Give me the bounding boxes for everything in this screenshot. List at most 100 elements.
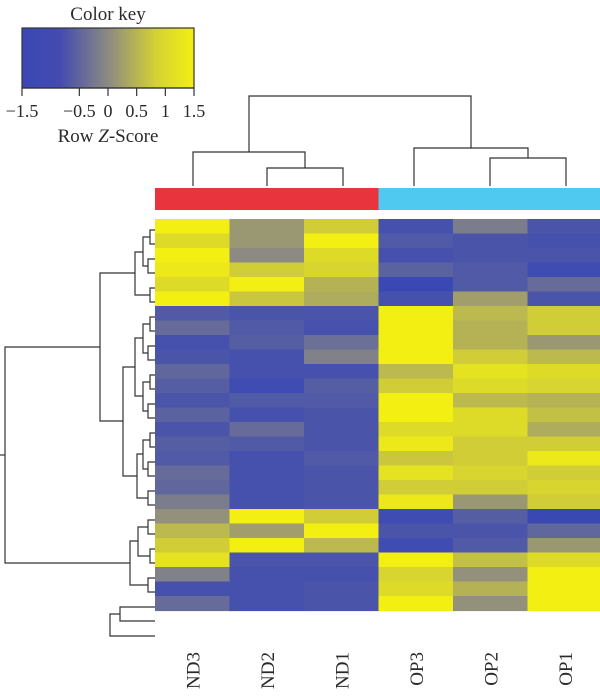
heatmap-cell <box>527 262 600 278</box>
heatmap-cell <box>527 277 600 293</box>
heatmap-cell <box>229 335 305 351</box>
heatmap-cell <box>453 596 529 612</box>
heatmap-cell <box>527 349 600 365</box>
color-key-tick-label: 0 <box>104 101 113 121</box>
heatmap-cell <box>378 523 454 539</box>
heatmap-cell <box>304 436 380 452</box>
column-label: OP3 <box>407 652 428 686</box>
heatmap-cell <box>378 596 454 612</box>
heatmap-cell <box>155 262 231 278</box>
heatmap-cell <box>155 349 231 365</box>
heatmap-cell <box>155 436 231 452</box>
heatmap-cell <box>453 378 529 394</box>
heatmap-cell <box>229 291 305 307</box>
color-key-gradient-bar <box>21 27 195 89</box>
heatmap-cell <box>155 378 231 394</box>
heatmap-cell <box>155 581 231 597</box>
color-key-tick-label: −0.5 <box>63 101 96 121</box>
heatmap-grid <box>155 219 600 612</box>
heatmap-cell <box>304 465 380 481</box>
column-label: OP2 <box>481 652 502 686</box>
heatmap-cell <box>229 233 305 249</box>
heatmap-cell <box>229 277 305 293</box>
heatmap-cell <box>453 509 529 525</box>
heatmap-cell <box>304 233 380 249</box>
heatmap-cell <box>304 451 380 467</box>
color-key-axis: −1.5 −0.5 0 0.5 1 1.5 <box>6 87 205 121</box>
heatmap-cell <box>229 407 305 423</box>
heatmap-cell <box>378 320 454 336</box>
heatmap-cell <box>527 248 600 264</box>
heatmap-cell <box>304 393 380 409</box>
heatmap-cell <box>304 596 380 612</box>
heatmap-cell <box>453 567 529 583</box>
heatmap-cell <box>155 480 231 496</box>
heatmap-cell <box>155 523 231 539</box>
column-group-segment <box>155 188 379 210</box>
heatmap-cell <box>229 393 305 409</box>
heatmap-cell <box>378 262 454 278</box>
heatmap-cell <box>304 494 380 510</box>
heatmap-cell <box>453 277 529 293</box>
heatmap-cell <box>378 335 454 351</box>
heatmap-cell <box>155 494 231 510</box>
heatmap-cell <box>453 262 529 278</box>
heatmap-cell <box>378 480 454 496</box>
heatmap-cell <box>527 509 600 525</box>
heatmap-cell <box>378 581 454 597</box>
heatmap-cell <box>155 233 231 249</box>
heatmap-cell <box>304 422 380 438</box>
heatmap-cell <box>378 538 454 554</box>
heatmap-cell <box>229 248 305 264</box>
heatmap-cell <box>378 552 454 568</box>
heatmap-cell <box>527 451 600 467</box>
heatmap-cell <box>453 407 529 423</box>
heatmap-cell <box>304 349 380 365</box>
heatmap-cell <box>527 335 600 351</box>
heatmap-cell <box>229 552 305 568</box>
heatmap-cell <box>527 291 600 307</box>
heatmap-cell <box>527 480 600 496</box>
column-labels: ND3 ND2 ND1 OP3 OP2 OP1 <box>183 652 577 689</box>
heatmap-cell <box>527 436 600 452</box>
column-group-segment <box>378 188 600 210</box>
column-group-bar <box>155 188 600 210</box>
heatmap-cell <box>453 349 529 365</box>
heatmap-cell <box>453 581 529 597</box>
heatmap-cell <box>378 451 454 467</box>
heatmap-cell <box>155 306 231 322</box>
heatmap-cell <box>155 291 231 307</box>
heatmap-cell <box>229 596 305 612</box>
heatmap-cell <box>304 407 380 423</box>
heatmap-cell <box>378 436 454 452</box>
heatmap-cell <box>378 349 454 365</box>
heatmap-cell <box>155 393 231 409</box>
color-key-axis-label: Row Z-Score <box>58 126 159 147</box>
heatmap-cell <box>155 248 231 264</box>
heatmap-cell <box>453 494 529 510</box>
heatmap-cell <box>378 407 454 423</box>
heatmap-cell <box>527 581 600 597</box>
heatmap-cell <box>304 306 380 322</box>
color-key-tick-label: −1.5 <box>6 101 39 121</box>
heatmap-cell <box>527 567 600 583</box>
heatmap-cell <box>155 465 231 481</box>
heatmap-cell <box>304 364 380 380</box>
heatmap-cell <box>527 465 600 481</box>
heatmap-cell <box>378 567 454 583</box>
heatmap-cell <box>527 407 600 423</box>
heatmap-cell <box>304 291 380 307</box>
heatmap-cell <box>378 364 454 380</box>
heatmap-cell <box>453 523 529 539</box>
heatmap-cell <box>229 509 305 525</box>
heatmap-cell <box>378 306 454 322</box>
heatmap-cell <box>155 422 231 438</box>
heatmap-cell <box>453 233 529 249</box>
heatmap-cell <box>229 465 305 481</box>
heatmap-cell <box>229 262 305 278</box>
heatmap-cell <box>453 552 529 568</box>
heatmap-cell <box>155 567 231 583</box>
heatmap-cell <box>229 523 305 539</box>
heatmap-cell <box>453 465 529 481</box>
